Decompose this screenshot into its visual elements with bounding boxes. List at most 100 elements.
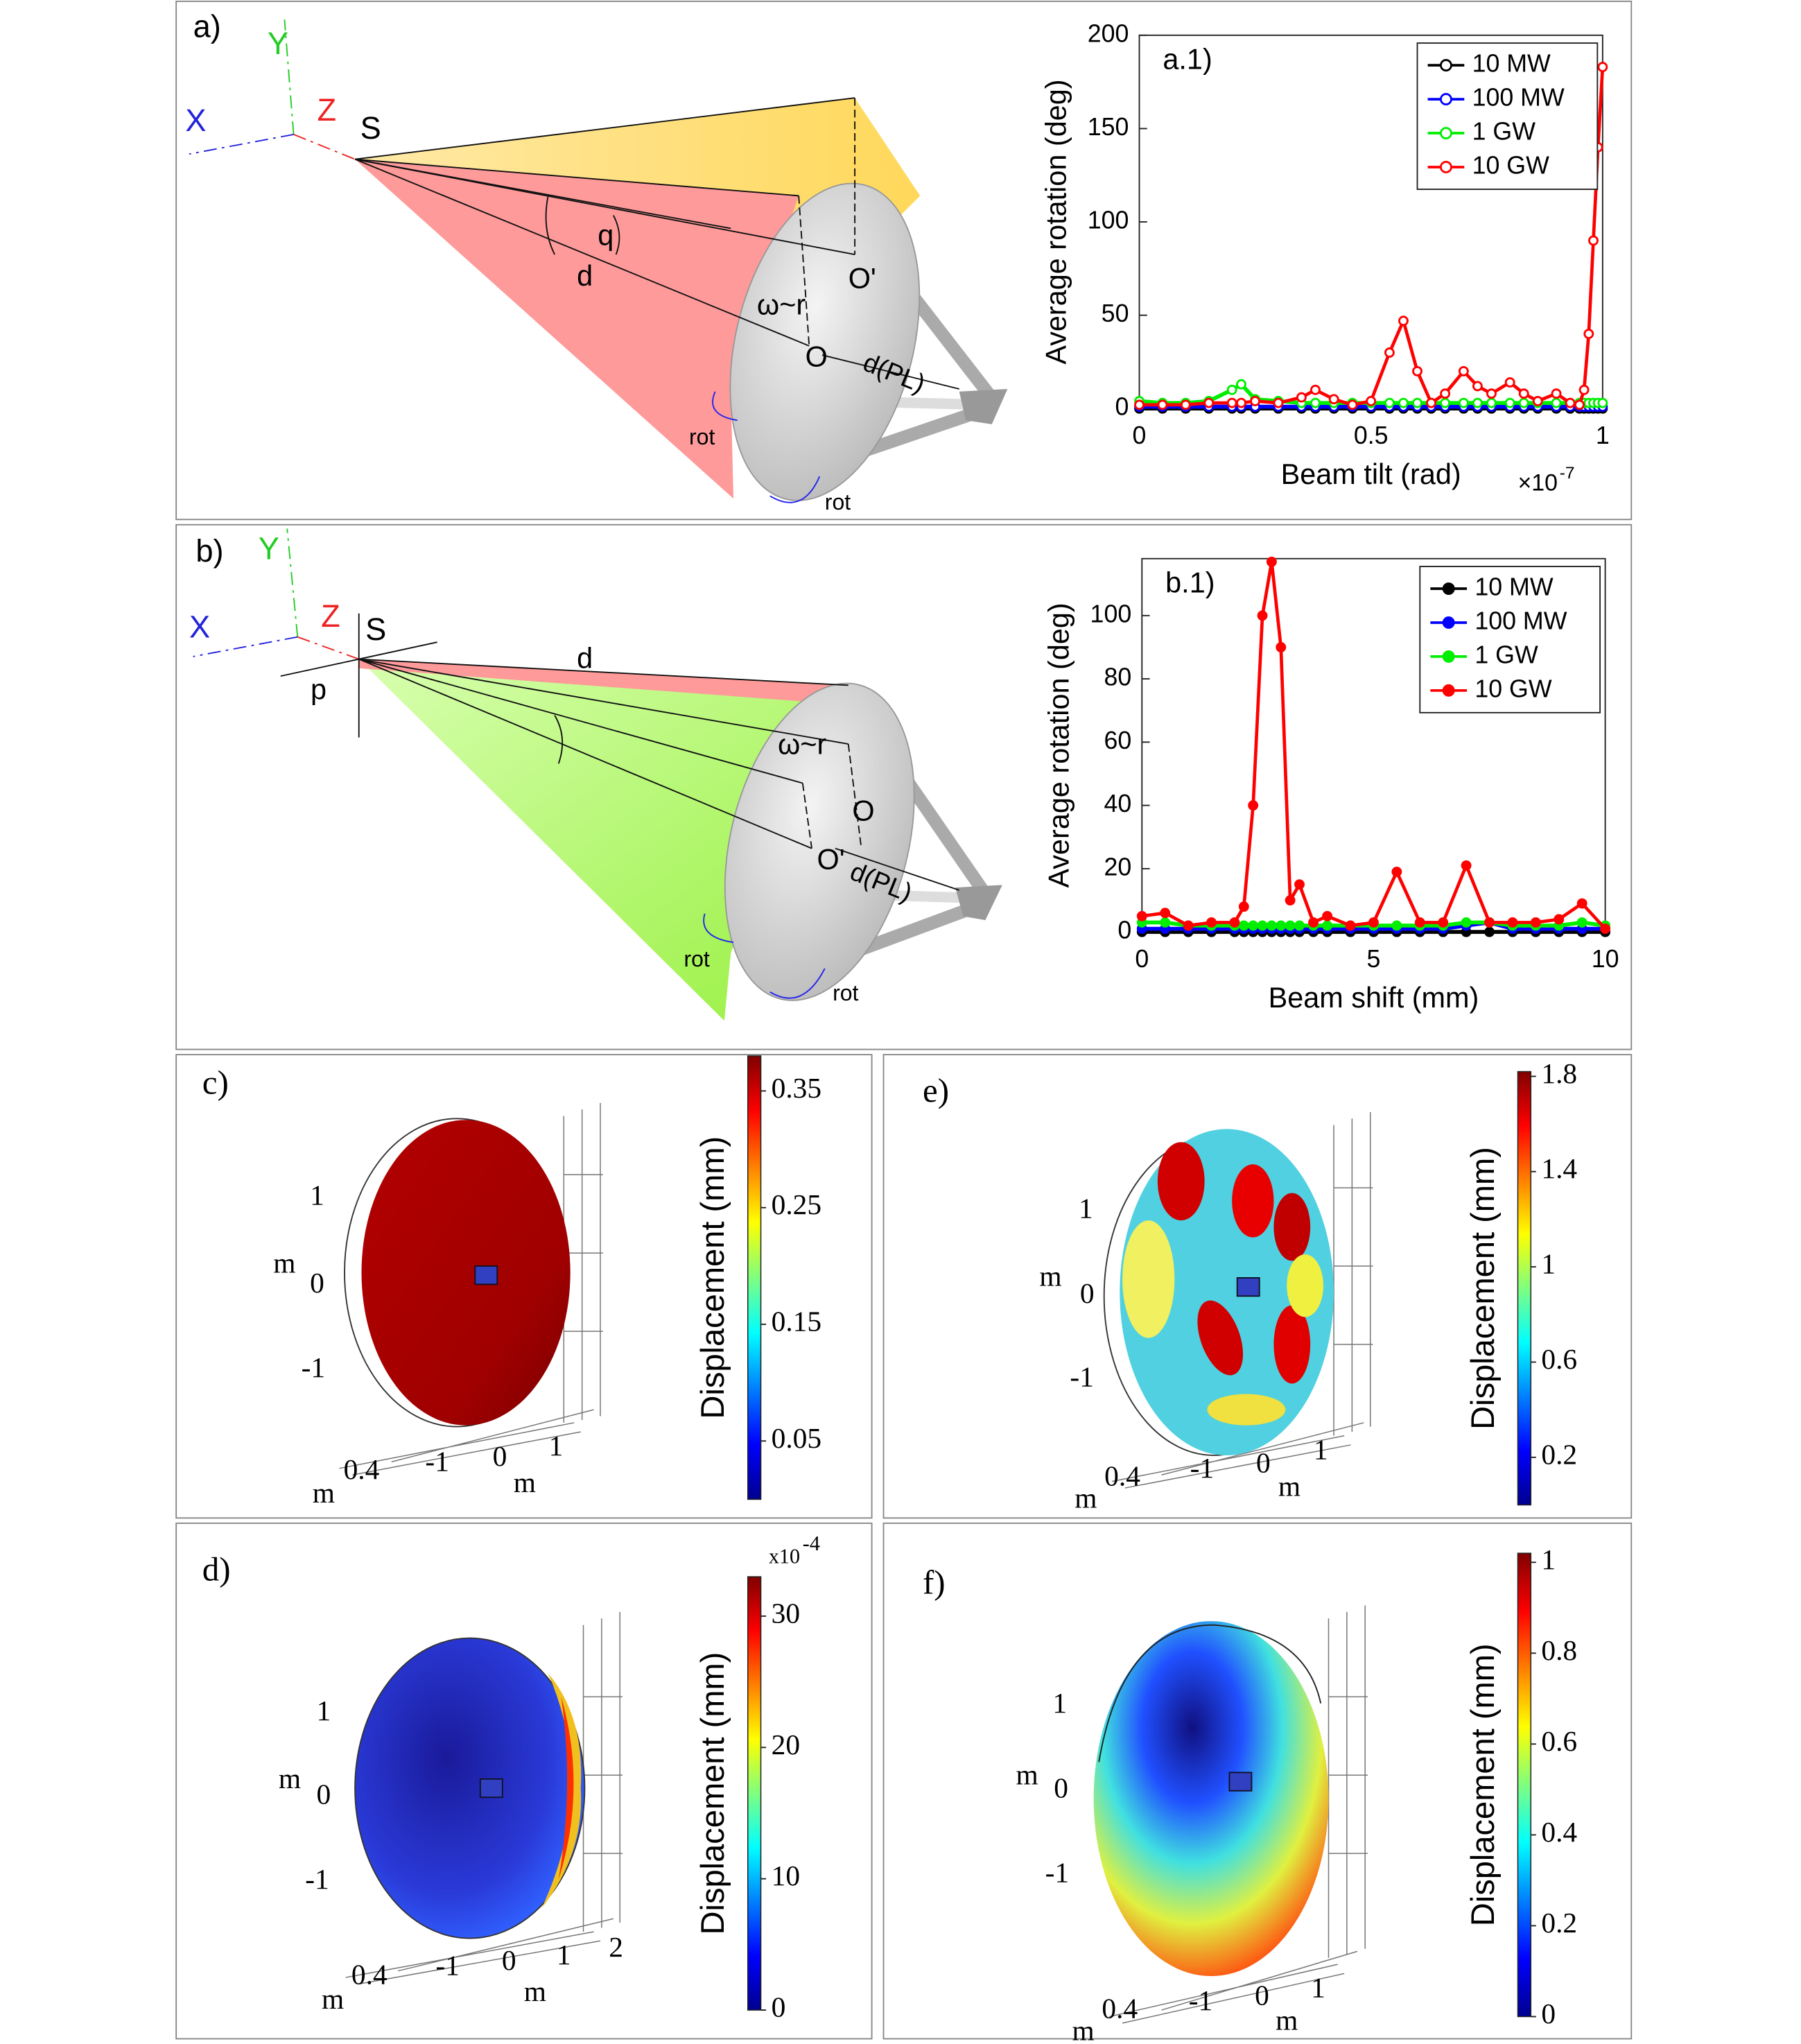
- point: [1486, 388, 1497, 399]
- ray: [354, 158, 799, 197]
- detector: [959, 388, 1008, 424]
- y-tick-label: 40: [1104, 790, 1131, 817]
- ray: [354, 97, 855, 160]
- label: X: [185, 103, 206, 138]
- point: [1183, 920, 1194, 931]
- point: [1236, 397, 1246, 408]
- point: [1597, 397, 1608, 408]
- point: [1250, 396, 1261, 406]
- point: [1276, 920, 1287, 931]
- dish: [729, 182, 921, 501]
- axis-label: 0.4: [1104, 1460, 1140, 1491]
- axis-label: 0: [493, 1440, 507, 1472]
- point: [1266, 556, 1277, 567]
- colorbar-tick-label: 1.8: [1541, 1057, 1577, 1089]
- colorbar-tick-label: 0.2: [1541, 1907, 1577, 1939]
- y-axis-label: Average rotation (deg): [1043, 603, 1074, 887]
- axis-label: 0: [1080, 1277, 1095, 1309]
- legend-label: 100 MW: [1472, 84, 1565, 112]
- x-axis-label: Beam tilt (rad): [1281, 458, 1461, 490]
- detector: [1236, 1277, 1260, 1297]
- point: [1530, 917, 1541, 928]
- colorbar-tick-label: 0: [772, 1991, 786, 2023]
- colorbar: [1517, 1071, 1532, 1506]
- legend-marker: [1442, 650, 1455, 663]
- point: [1551, 397, 1562, 408]
- point: [1472, 381, 1483, 392]
- axis-label: m: [322, 1983, 344, 2015]
- point: [1226, 384, 1237, 395]
- axis-label: m: [1039, 1260, 1061, 1292]
- colorbar-tick-label: 20: [772, 1729, 800, 1760]
- x-tick-label: 0.5: [1354, 422, 1389, 449]
- x-scale-exponent: -7: [1560, 464, 1575, 483]
- colorbar-scale-exponent: -4: [803, 1532, 820, 1555]
- surface-edge: [541, 1673, 582, 1909]
- legend-marker: [1439, 59, 1452, 72]
- point: [1136, 910, 1147, 921]
- point: [1440, 397, 1451, 408]
- chart-title: a.1): [1163, 43, 1212, 75]
- colorbar-label: Displacement (mm): [694, 1652, 731, 1935]
- point: [1206, 917, 1217, 928]
- ray: [798, 196, 810, 346]
- legend-label: 10 MW: [1474, 573, 1553, 600]
- axis: [189, 133, 294, 155]
- point: [1398, 397, 1409, 408]
- axis-label: m: [1072, 2014, 1094, 2044]
- colorbar-tick-label: 0.6: [1541, 1725, 1577, 1757]
- label: d: [577, 260, 593, 292]
- point: [1203, 397, 1215, 408]
- point: [1554, 914, 1565, 925]
- point: [1486, 397, 1497, 408]
- point: [1458, 365, 1469, 376]
- axis-label: m: [1074, 1482, 1097, 1514]
- ray: [354, 158, 810, 347]
- x-tick-label: 10: [1592, 945, 1619, 973]
- point: [1285, 920, 1296, 931]
- axis-label: -1: [1070, 1360, 1094, 1392]
- axis-label: 1: [1052, 1687, 1067, 1719]
- axis-label: -1: [1190, 1452, 1215, 1484]
- point: [1368, 917, 1379, 928]
- point: [1504, 377, 1515, 388]
- colorbar-label: Displacement (mm): [1464, 1643, 1501, 1926]
- point: [1322, 920, 1333, 931]
- label: Z: [317, 92, 336, 128]
- point: [1294, 920, 1305, 931]
- label: O': [817, 843, 845, 875]
- ray: [354, 158, 731, 229]
- point: [1310, 384, 1321, 395]
- panel-label: d): [202, 1550, 231, 1588]
- point: [1412, 365, 1422, 376]
- angle: [545, 196, 555, 255]
- point: [1266, 920, 1277, 931]
- rot-arrow: [769, 476, 821, 503]
- label: rot: [684, 946, 709, 971]
- label: d: [577, 642, 593, 674]
- point: [1157, 399, 1168, 410]
- y-tick-label: 0: [1117, 917, 1131, 944]
- x-tick-label: 1: [1596, 422, 1610, 449]
- axis-label: m: [1276, 2004, 1298, 2036]
- colorbar: [747, 1055, 762, 1500]
- point: [1576, 898, 1587, 909]
- point: [1276, 642, 1287, 652]
- point: [1285, 895, 1296, 906]
- point: [1160, 908, 1171, 919]
- label: rot: [825, 490, 851, 514]
- axis: [297, 636, 360, 660]
- colorbar-tick-label: 0.6: [1541, 1343, 1577, 1375]
- axis-label: 0: [317, 1778, 331, 1810]
- colorbar: [747, 1576, 762, 2011]
- point: [1504, 397, 1515, 408]
- label: p: [311, 674, 327, 706]
- label: ω~r: [778, 729, 827, 761]
- point: [1345, 920, 1356, 931]
- label: Y: [259, 530, 279, 566]
- point: [1328, 394, 1339, 405]
- axis-label: m: [514, 1466, 536, 1498]
- legend-marker: [1442, 684, 1455, 697]
- point: [1236, 379, 1246, 390]
- panel-frame: [175, 1522, 873, 2040]
